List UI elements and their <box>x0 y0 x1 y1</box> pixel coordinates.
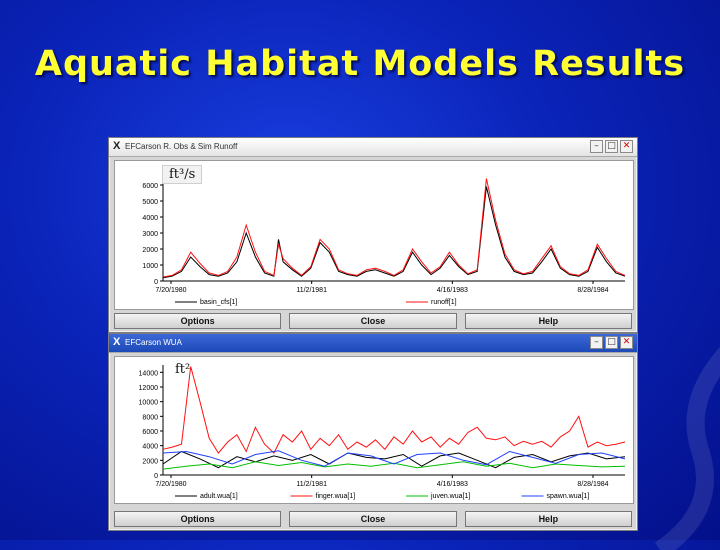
runoff-window-titlebar[interactable]: X EFCarson R. Obs & Sim Runoff – □ ✕ <box>109 138 637 157</box>
wua-y-tick-label: 12000 <box>139 385 159 392</box>
wua-x-tick-label: 4/16/1983 <box>437 481 468 488</box>
runoff-y-tick-label: 1000 <box>142 263 158 270</box>
wua-y-tick-label: 4000 <box>142 444 158 451</box>
wua-legend-label: spawn.wua[1] <box>547 493 590 500</box>
runoff-series-runoff-1- <box>162 178 626 278</box>
runoff-y-tick-label: 6000 <box>142 183 158 190</box>
close-window-button[interactable]: ✕ <box>620 336 633 349</box>
runoff-plot-area: 0 1000 2000 3000 4000 5000 6000 7/20/1980 11/2/1… <box>114 160 634 310</box>
runoff-legend-label: runoff[1] <box>431 299 457 306</box>
decorative-swoosh <box>654 346 720 550</box>
slide-title: Aquatic Habitat Models Results <box>34 44 686 84</box>
help-button[interactable]: Help <box>464 511 632 527</box>
runoff-legend-label: basin_cfs[1] <box>200 299 237 306</box>
close-window-button[interactable]: ✕ <box>620 140 633 153</box>
wua-unit-label: ft² <box>175 362 191 377</box>
runoff-y-tick-label: 3000 <box>142 231 158 238</box>
runoff-unit-label: ft³/s <box>162 165 203 184</box>
maximize-button[interactable]: □ <box>605 140 618 153</box>
runoff-y-tick-label: 4000 <box>142 215 158 222</box>
runoff-x-tick-label: 11/2/1981 <box>296 287 327 294</box>
runoff-window: X EFCarson R. Obs & Sim Runoff – □ ✕ 0 10… <box>108 137 638 333</box>
wua-y-tick-label: 6000 <box>142 429 158 436</box>
options-button[interactable]: Options <box>114 511 282 527</box>
runoff-chart: 0 1000 2000 3000 4000 5000 6000 7/20/1980 11/2/1… <box>142 169 626 306</box>
wua-plot-area: 0 2000 4000 6000 8000 10000 12000 14000 7/20/198… <box>114 356 634 504</box>
runoff-window-title: EFCarson R. Obs & Sim Runoff <box>125 142 238 151</box>
minimize-button[interactable]: – <box>590 336 603 349</box>
wua-y-tick-label: 10000 <box>139 400 159 407</box>
wua-legend-label: juven.wua[1] <box>430 493 470 500</box>
wua-series-adult-wua-1- <box>162 450 626 469</box>
wua-chart: 0 2000 4000 6000 8000 10000 12000 14000 7/20/198… <box>139 365 626 500</box>
maximize-button[interactable]: □ <box>605 336 618 349</box>
options-button[interactable]: Options <box>114 313 282 329</box>
wua-legend-label: finger.wua[1] <box>316 493 356 500</box>
wua-window: X EFCarson WUA – □ ✕ 0 2000 4000 6000 8000 10… <box>108 333 638 531</box>
wua-x-tick-label: 8/28/1984 <box>577 481 608 488</box>
wua-series-spawn-wua-1- <box>162 450 626 467</box>
x11-logo-icon: X <box>113 140 121 152</box>
runoff-x-tick-label: 8/28/1984 <box>577 287 608 294</box>
runoff-y-tick-label: 0 <box>154 279 158 286</box>
wua-y-tick-label: 2000 <box>142 458 158 465</box>
runoff-y-tick-label: 5000 <box>142 199 158 206</box>
runoff-x-tick-label: 7/20/1980 <box>155 287 186 294</box>
close-button[interactable]: Close <box>289 313 457 329</box>
wua-series-juven-wua-1- <box>162 461 626 470</box>
help-button[interactable]: Help <box>464 313 632 329</box>
wua-x-tick-label: 11/2/1981 <box>296 481 327 488</box>
close-button[interactable]: Close <box>289 511 457 527</box>
runoff-x-tick-label: 4/16/1983 <box>437 287 468 294</box>
wua-window-titlebar[interactable]: X EFCarson WUA – □ ✕ <box>109 334 637 353</box>
wua-y-tick-label: 0 <box>154 473 158 480</box>
wua-window-title: EFCarson WUA <box>125 338 182 347</box>
wua-y-tick-label: 8000 <box>142 414 158 421</box>
wua-series-finger-wua-1- <box>162 366 626 454</box>
x11-logo-icon: X <box>113 336 121 348</box>
wua-legend-label: adult.wua[1] <box>200 493 238 500</box>
runoff-y-tick-label: 2000 <box>142 247 158 254</box>
minimize-button[interactable]: – <box>590 140 603 153</box>
wua-x-tick-label: 7/20/1980 <box>155 481 186 488</box>
wua-y-tick-label: 14000 <box>139 370 159 377</box>
runoff-series-basin-cfs-1- <box>162 186 626 279</box>
